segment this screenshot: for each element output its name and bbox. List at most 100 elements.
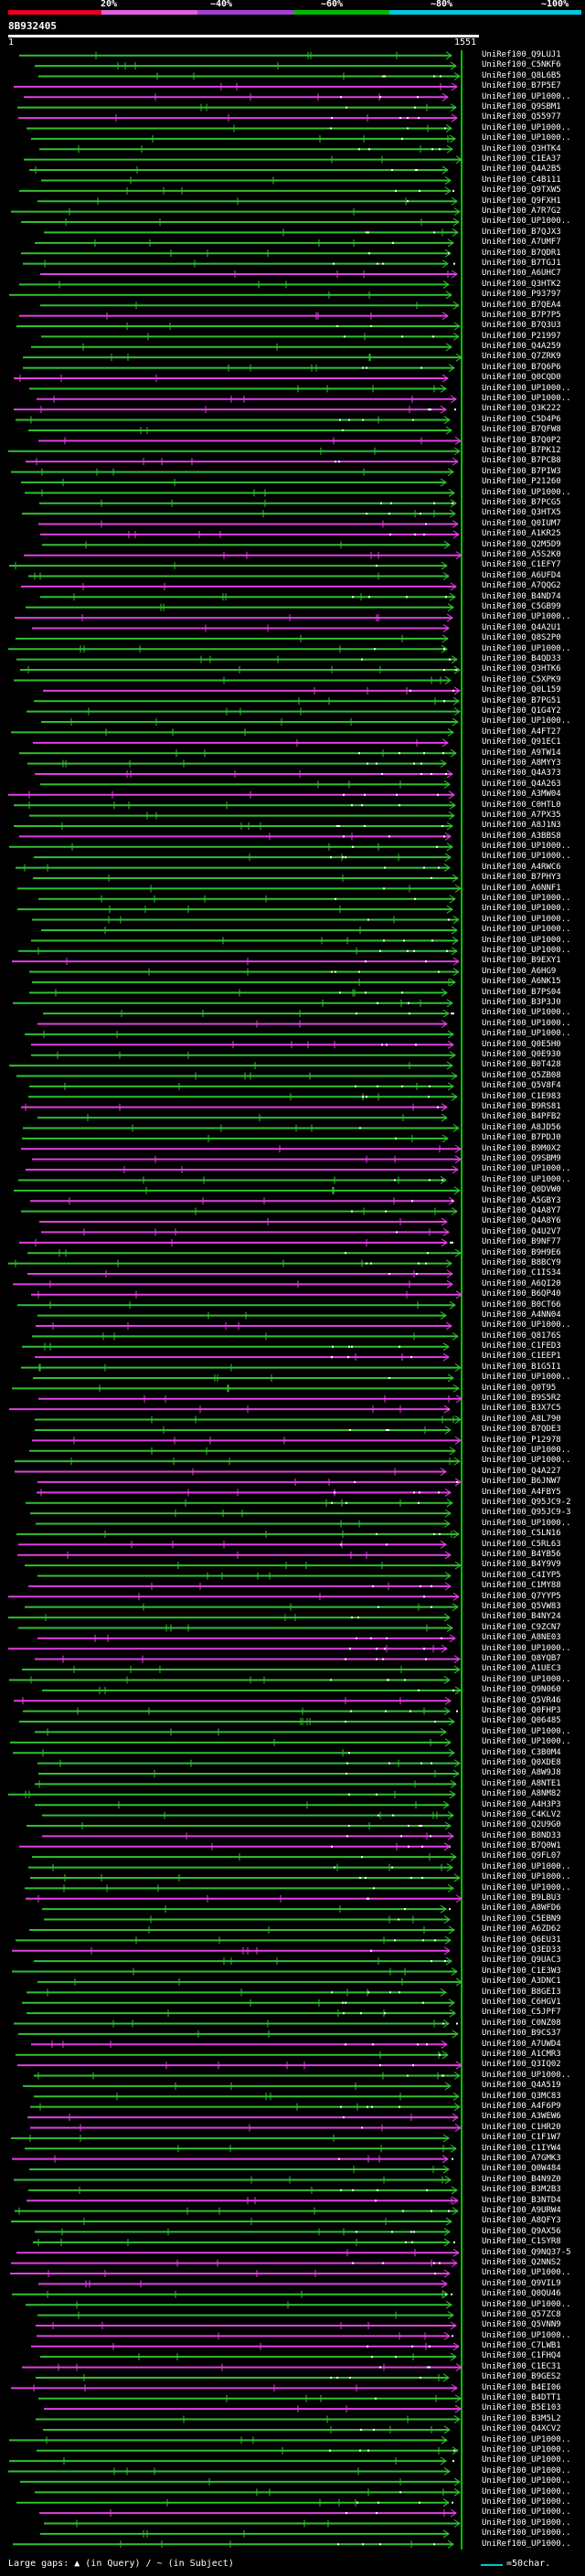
hit-label[interactable]: UniRef100_UP1000.. (482, 1674, 571, 1684)
hit-label[interactable]: UniRef100_Q4A227 (482, 1466, 561, 1476)
hit-label[interactable]: UniRef100_P12978 (482, 1435, 561, 1445)
hit-label[interactable]: UniRef100_C5XPK9 (482, 674, 561, 684)
hit-label[interactable]: UniRef100_Q4A519 (482, 2081, 561, 2091)
hit-label[interactable]: UniRef100_B7QDR1 (482, 248, 561, 258)
hit-label[interactable]: UniRef100_C1MY88 (482, 1581, 561, 1591)
hit-label[interactable]: UniRef100_Q91EC1 (482, 737, 561, 747)
hit-label[interactable]: UniRef100_B4QD33 (482, 653, 561, 663)
hit-label[interactable]: UniRef100_UP1000.. (482, 394, 571, 404)
hit-label[interactable]: UniRef100_Q55977 (482, 112, 561, 122)
hit-label[interactable]: UniRef100_Q3MC83 (482, 2091, 561, 2101)
hit-label[interactable]: UniRef100_A7PX35 (482, 810, 561, 820)
hit-label[interactable]: UniRef100_A3BBS8 (482, 831, 561, 841)
hit-label[interactable]: UniRef100_UP1000.. (482, 946, 571, 956)
hit-label[interactable]: UniRef100_B7QJX3 (482, 227, 561, 237)
hit-label[interactable]: UniRef100_B7PG51 (482, 695, 561, 705)
hit-label[interactable]: UniRef100_Q8YQB7 (482, 1653, 561, 1663)
hit-label[interactable]: UniRef100_Q4A373 (482, 769, 561, 779)
hit-label[interactable]: UniRef100_Q0FHP3 (482, 1705, 561, 1715)
hit-label[interactable]: UniRef100_A6NK15 (482, 977, 561, 987)
hit-label[interactable]: UniRef100_UP1000.. (482, 383, 571, 393)
hit-label[interactable]: UniRef100_C5RL63 (482, 1539, 561, 1549)
hit-label[interactable]: UniRef100_A1UEC3 (482, 1664, 561, 1674)
hit-label[interactable]: UniRef100_A8NTE1 (482, 1778, 561, 1788)
hit-label[interactable]: UniRef100_B7Q3U3 (482, 321, 561, 331)
hit-label[interactable]: UniRef100_Q0T95 (482, 1383, 557, 1393)
hit-label[interactable]: UniRef100_A5GBY3 (482, 1195, 561, 1205)
hit-label[interactable]: UniRef100_B7P7P5 (482, 310, 561, 320)
hit-label[interactable]: UniRef100_Q5VW83 (482, 1601, 561, 1611)
hit-label[interactable]: UniRef100_A6UHC7 (482, 269, 561, 279)
hit-label[interactable]: UniRef100_UP1000.. (482, 1029, 571, 1039)
hit-label[interactable]: UniRef100_UP1000.. (482, 2486, 571, 2496)
hit-label[interactable]: UniRef100_A8WFD6 (482, 1903, 561, 1913)
hit-label[interactable]: UniRef100_UP1000.. (482, 1726, 571, 1736)
hit-label[interactable]: UniRef100_UP1000.. (482, 2507, 571, 2518)
hit-label[interactable]: UniRef100_B8BCY9 (482, 1257, 561, 1267)
hit-label[interactable]: UniRef100_Q0E5H0 (482, 1039, 561, 1049)
hit-label[interactable]: UniRef100_A1KR25 (482, 529, 561, 539)
hit-label[interactable]: UniRef100_B9CS37 (482, 2029, 561, 2039)
hit-label[interactable]: UniRef100_Q0CQD0 (482, 373, 561, 383)
hit-label[interactable]: UniRef100_B9NF77 (482, 1237, 561, 1247)
hit-label[interactable]: UniRef100_UP1000.. (482, 2455, 571, 2465)
hit-label[interactable]: UniRef100_UP1000.. (482, 643, 571, 653)
hit-label[interactable]: UniRef100_UP1000.. (482, 1446, 571, 1456)
hit-label[interactable]: UniRef100_A6QI20 (482, 1278, 561, 1288)
hit-label[interactable]: UniRef100_Q9SBM1 (482, 101, 561, 111)
hit-label[interactable]: UniRef100_Q4XCV2 (482, 2424, 561, 2434)
hit-label[interactable]: UniRef100_B7PIW3 (482, 466, 561, 476)
hit-label[interactable]: UniRef100_B7P5E7 (482, 81, 561, 91)
hit-label[interactable]: UniRef100_B4ND74 (482, 591, 561, 601)
hit-label[interactable]: UniRef100_B3X7C5 (482, 1404, 561, 1414)
hit-label[interactable]: UniRef100_UP1000.. (482, 1164, 571, 1174)
hit-label[interactable]: UniRef100_UP1000.. (482, 894, 571, 904)
hit-label[interactable]: UniRef100_A7QQG2 (482, 581, 561, 591)
hit-label[interactable]: UniRef100_A8JD56 (482, 1122, 561, 1132)
hit-label[interactable]: UniRef100_B7QDE3 (482, 1425, 561, 1435)
hit-label[interactable]: UniRef100_Q3HTK2 (482, 279, 561, 289)
hit-label[interactable]: UniRef100_Q5V8F4 (482, 1081, 561, 1091)
hit-label[interactable]: UniRef100_UP1000.. (482, 122, 571, 133)
hit-label[interactable]: UniRef100_B4N9Z0 (482, 2174, 561, 2184)
hit-label[interactable]: UniRef100_C1EA37 (482, 154, 561, 164)
hit-label[interactable]: UniRef100_A7UWD4 (482, 2039, 561, 2049)
hit-label[interactable]: UniRef100_Q0XDE8 (482, 1757, 561, 1767)
hit-label[interactable]: UniRef100_UP1000.. (482, 2539, 571, 2549)
hit-label[interactable]: UniRef100_C1EEP1 (482, 1352, 561, 1362)
hit-label[interactable]: UniRef100_UP1000.. (482, 1872, 571, 1882)
hit-label[interactable]: UniRef100_Q3HTK6 (482, 664, 561, 674)
hit-label[interactable]: UniRef100_B0CT66 (482, 1299, 561, 1309)
hit-label[interactable]: UniRef100_Q9SBM9 (482, 1153, 561, 1163)
hit-label[interactable]: UniRef100_B9H9E6 (482, 1247, 561, 1257)
hit-label[interactable]: UniRef100_Q4A259 (482, 342, 561, 352)
hit-label[interactable]: UniRef100_B4PFB2 (482, 1112, 561, 1122)
hit-label[interactable]: UniRef100_Q0QU46 (482, 2289, 561, 2299)
hit-label[interactable]: UniRef100_Q4A263 (482, 779, 561, 789)
hit-label[interactable]: UniRef100_UP1000.. (482, 2434, 571, 2444)
hit-label[interactable]: UniRef100_Q1G4Y2 (482, 705, 561, 716)
hit-label[interactable]: UniRef100_A9TW14 (482, 747, 561, 758)
hit-label[interactable]: UniRef100_C1FED3 (482, 1341, 561, 1352)
hit-label[interactable]: UniRef100_B7PHY3 (482, 873, 561, 883)
hit-label[interactable]: UniRef100_A7R7G2 (482, 206, 561, 216)
hit-label[interactable]: UniRef100_A4RWC6 (482, 862, 561, 872)
hit-label[interactable]: UniRef100_Q8L6B5 (482, 70, 561, 80)
hit-label[interactable]: UniRef100_B7PCG5 (482, 498, 561, 508)
hit-label[interactable]: UniRef100_Q95JC9-3 (482, 1508, 571, 1518)
hit-label[interactable]: UniRef100_C1EFY7 (482, 560, 561, 570)
hit-label[interactable]: UniRef100_A9URW4 (482, 2205, 561, 2215)
hit-label[interactable]: UniRef100_Q9VIL9 (482, 2278, 561, 2288)
hit-label[interactable]: UniRef100_UP1000.. (482, 2497, 571, 2507)
hit-label[interactable]: UniRef100_Q3HTX5 (482, 508, 561, 518)
hit-label[interactable]: UniRef100_UP1000.. (482, 133, 571, 143)
hit-label[interactable]: UniRef100_C5LN16 (482, 1529, 561, 1539)
hit-label[interactable]: UniRef100_Q5VR46 (482, 1695, 561, 1705)
hit-label[interactable]: UniRef100_P93797 (482, 290, 561, 300)
hit-label[interactable]: UniRef100_C5GB99 (482, 601, 561, 611)
hit-label[interactable]: UniRef100_Q6EU31 (482, 1935, 561, 1945)
hit-label[interactable]: UniRef100_Q2U9G0 (482, 1820, 561, 1830)
hit-label[interactable]: UniRef100_Q5VNN9 (482, 2320, 561, 2330)
hit-label[interactable]: UniRef100_B7PDJ0 (482, 1133, 561, 1143)
hit-label[interactable]: UniRef100_UP1000.. (482, 1174, 571, 1184)
